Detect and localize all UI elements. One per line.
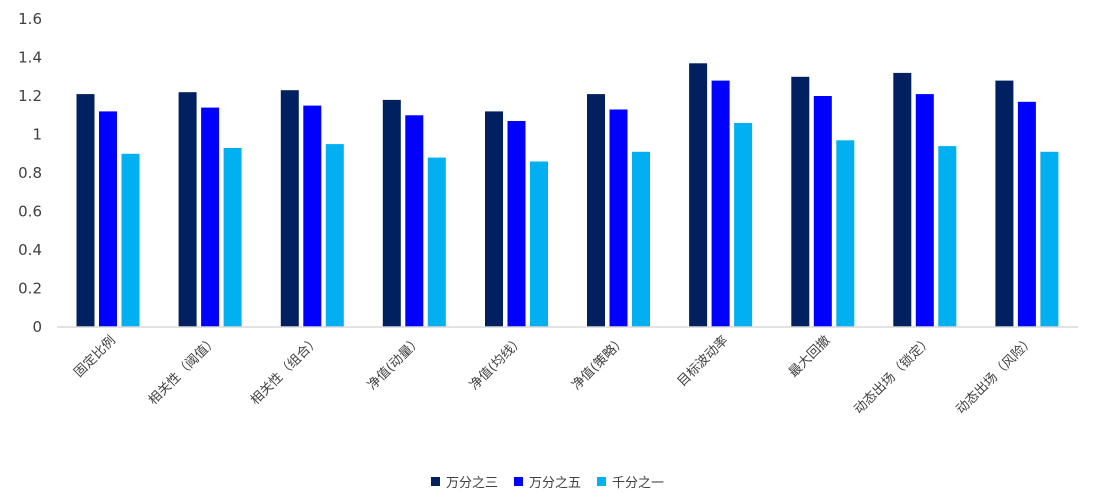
bar-6-0: [689, 63, 708, 328]
bar-9-0: [995, 80, 1014, 327]
bar-2-1: [303, 105, 322, 327]
legend-label: 万分之三: [445, 476, 498, 491]
bar-2-0: [280, 90, 299, 327]
bar-8-1: [915, 94, 934, 327]
x-tick-label: 相关性（阈值）: [145, 333, 221, 409]
bar-7-1: [813, 96, 832, 327]
legend-label: 万分之五: [528, 476, 581, 491]
legend-item: 千分之一: [597, 472, 664, 491]
bar-2-2: [325, 144, 344, 327]
bar-9-2: [1040, 151, 1059, 327]
y-tick-label: 0.2: [18, 280, 42, 298]
legend-swatch: [597, 477, 606, 486]
bar-3-1: [405, 115, 424, 328]
bar-1-0: [178, 92, 197, 327]
legend-item: 万分之三: [430, 472, 498, 491]
bar-chart: 0 0.2 0.4 0.6 0.8 1 1.2 1.4 1.6 固定比例 相关性（阈值） 相关性（组…: [18, 10, 1078, 418]
x-tick-label: 最大回撤: [785, 333, 833, 381]
legend-swatch: [430, 477, 440, 486]
bar-4-0: [485, 111, 503, 328]
bar-0-0: [76, 94, 95, 327]
bar-5-1: [609, 109, 628, 327]
bars-group: [76, 63, 1059, 328]
bar-9-1: [1017, 101, 1036, 327]
legend-swatch: [513, 477, 523, 486]
x-tick-label: 净值(策略）: [569, 333, 630, 394]
bar-4-2: [530, 161, 548, 327]
y-tick-label: 1.4: [18, 49, 42, 67]
x-tick-label: 目标波动率: [674, 333, 731, 390]
bar-1-2: [223, 148, 242, 327]
bar-0-2: [121, 153, 140, 328]
x-tick-label: 净值(动量）: [364, 333, 425, 394]
x-axis-labels: 固定比例 相关性（阈值） 相关性（组合） 净值(动量） 净值(均线） 净值(策略） 目标波动…: [71, 333, 1037, 418]
bar-5-0: [587, 94, 605, 327]
legend: 万分之三 万分之五 千分之一: [0, 472, 1095, 491]
y-tick-label: 0.8: [18, 164, 42, 182]
y-tick-label: 1.2: [18, 87, 42, 105]
bar-3-0: [382, 99, 401, 328]
legend-label: 千分之一: [612, 476, 665, 491]
x-tick-label: 相关性（组合）: [248, 333, 323, 408]
y-tick-label: 0: [32, 318, 42, 336]
x-tick-label: 动态出场（风险）: [954, 333, 1038, 417]
y-tick-label: 1.6: [18, 10, 42, 28]
bar-3-2: [427, 157, 446, 327]
y-tick-label: 0.4: [18, 241, 42, 259]
bar-8-0: [893, 72, 912, 328]
y-axis-ticks: 0 0.2 0.4 0.6 0.8 1 1.2 1.4 1.6: [18, 10, 42, 336]
bar-0-1: [99, 111, 117, 328]
x-tick-label: 动态出场（锁定）: [851, 333, 936, 418]
bar-8-2: [938, 146, 957, 327]
bar-4-1: [507, 121, 526, 327]
x-tick-label: 净值(均线）: [466, 333, 527, 394]
legend-item: 万分之五: [513, 472, 581, 491]
bar-5-2: [632, 151, 650, 327]
y-tick-label: 1: [32, 126, 42, 144]
y-tick-label: 0.6: [18, 203, 42, 221]
bar-6-2: [734, 123, 753, 327]
bar-7-0: [791, 76, 810, 328]
x-tick-label: 固定比例: [71, 333, 118, 380]
bar-7-2: [836, 140, 855, 327]
bar-6-1: [711, 80, 730, 327]
bar-1-1: [201, 107, 220, 327]
